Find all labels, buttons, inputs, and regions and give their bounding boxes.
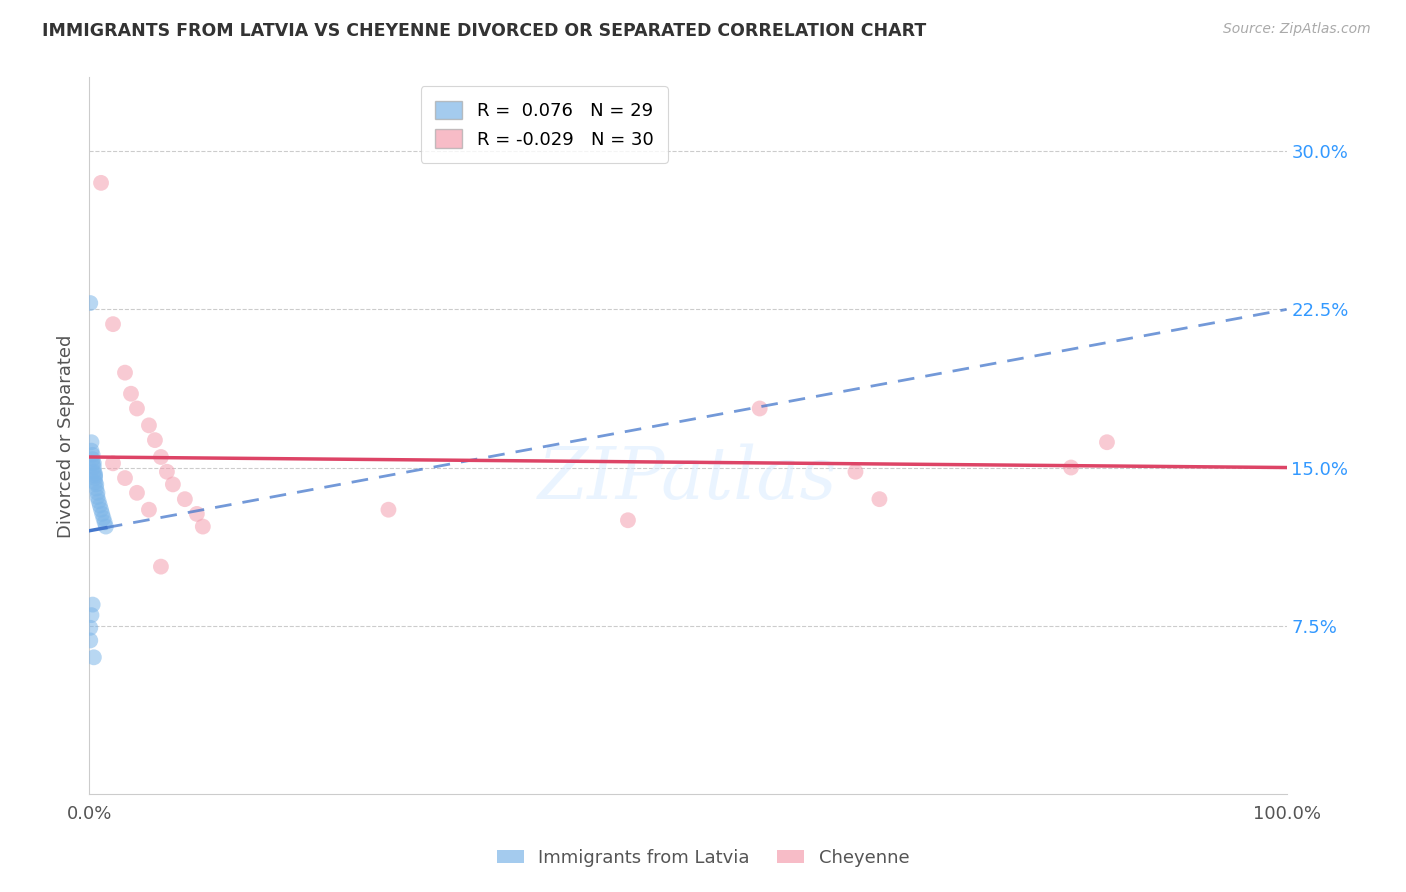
Point <box>94 519 117 533</box>
Point <box>84 467 107 481</box>
Point <box>80 608 103 623</box>
Point <box>93 511 115 525</box>
Point <box>90 176 112 190</box>
Point <box>173 492 195 507</box>
Point <box>86 490 108 504</box>
Point <box>868 492 890 507</box>
Y-axis label: Divorced or Separated: Divorced or Separated <box>58 334 75 538</box>
Point <box>87 494 110 508</box>
Point <box>83 650 105 665</box>
Point <box>86 486 108 500</box>
Point <box>120 386 142 401</box>
Point <box>1095 435 1118 450</box>
Point <box>138 502 160 516</box>
Point <box>82 456 104 470</box>
Point <box>82 598 104 612</box>
Point <box>84 477 107 491</box>
Point <box>377 502 399 516</box>
Point <box>748 401 770 416</box>
Point <box>149 450 172 464</box>
Point <box>143 433 166 447</box>
Point <box>79 296 101 310</box>
Point <box>84 482 107 496</box>
Text: ZIPatlas: ZIPatlas <box>538 443 838 514</box>
Point <box>101 456 124 470</box>
Legend: Immigrants from Latvia, Cheyenne: Immigrants from Latvia, Cheyenne <box>489 842 917 874</box>
Point <box>84 475 107 490</box>
Point <box>1060 460 1083 475</box>
Point <box>93 516 115 530</box>
Point <box>844 465 866 479</box>
Point <box>162 477 184 491</box>
Text: IMMIGRANTS FROM LATVIA VS CHEYENNE DIVORCED OR SEPARATED CORRELATION CHART: IMMIGRANTS FROM LATVIA VS CHEYENNE DIVOR… <box>42 22 927 40</box>
Point <box>186 507 208 521</box>
Point <box>125 401 148 416</box>
Text: Source: ZipAtlas.com: Source: ZipAtlas.com <box>1223 22 1371 37</box>
Point <box>149 559 172 574</box>
Point <box>82 452 104 467</box>
Point <box>83 465 105 479</box>
Point <box>617 513 640 527</box>
Point <box>138 418 160 433</box>
Legend: R =  0.076   N = 29, R = -0.029   N = 30: R = 0.076 N = 29, R = -0.029 N = 30 <box>420 87 668 163</box>
Point <box>79 621 101 635</box>
Point <box>156 465 179 479</box>
Point <box>83 460 105 475</box>
Point <box>80 435 103 450</box>
Point <box>82 448 104 462</box>
Point <box>83 456 105 470</box>
Point <box>80 443 103 458</box>
Point <box>84 469 107 483</box>
Point <box>79 633 101 648</box>
Point <box>114 471 136 485</box>
Point <box>125 486 148 500</box>
Point <box>91 507 114 521</box>
Point <box>90 502 112 516</box>
Point <box>89 499 111 513</box>
Point <box>191 519 214 533</box>
Point <box>84 471 107 485</box>
Point <box>114 366 136 380</box>
Point <box>101 317 124 331</box>
